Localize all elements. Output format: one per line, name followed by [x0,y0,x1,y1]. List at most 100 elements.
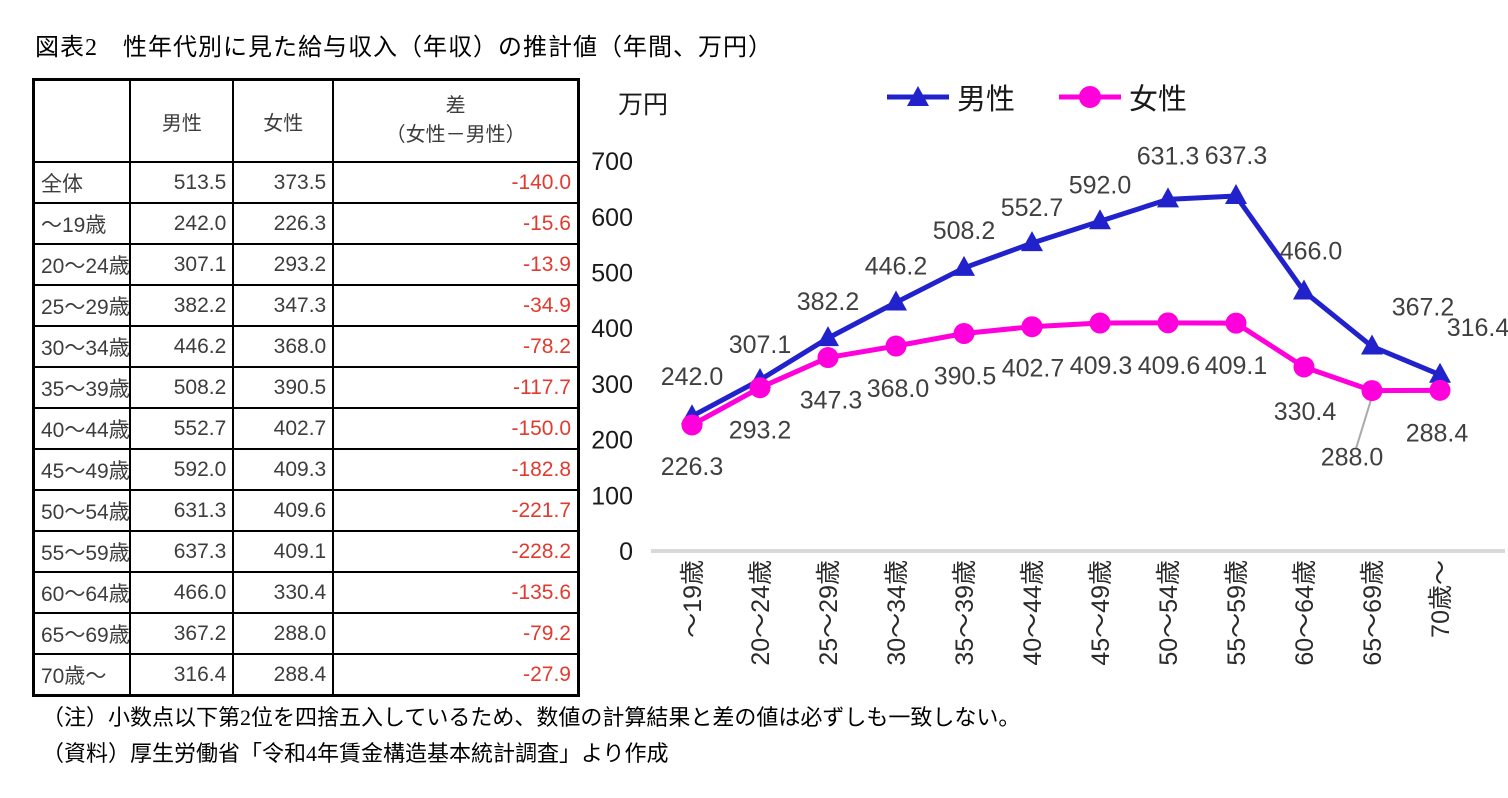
data-point-marker [1089,312,1111,334]
chart-plot: 万円 0 100 200 300 400 500 600 700 ～19歳 20～24歳 25～29歳… [591,91,1508,666]
row-label: 全体 [32,161,132,204]
data-point-marker [1293,279,1315,300]
y-tick-label: 500 [591,260,633,288]
x-category-label: ～19歳 [679,560,707,638]
data-point-label: 409.3 [1070,352,1133,380]
y-tick-label: 0 [619,538,633,566]
diff-value: -79.2 [332,612,580,655]
row-label: 30～34歳 [32,325,132,368]
male-value: 508.2 [129,366,235,409]
female-value: 288.0 [232,612,335,655]
table-row: 20～24歳 307.1 293.2 -13.9 [32,243,580,286]
row-label: 55～59歳 [32,530,132,573]
row-label: 60～64歳 [32,571,132,614]
y-tick-label: 200 [591,427,633,455]
data-point-marker [1429,362,1451,383]
col-header-corner [32,78,132,163]
x-category-label: 25～29歳 [815,560,843,666]
data-point-marker [817,326,839,347]
male-value: 242.0 [129,202,235,245]
female-value: 368.0 [232,325,335,368]
female-value: 293.2 [232,243,335,286]
diff-value: -117.7 [332,366,580,409]
row-label: ～19歳 [32,202,132,245]
female-value: 373.5 [232,161,335,204]
data-point-marker [1021,316,1043,338]
table-row: 25～29歳 382.2 347.3 -34.9 [32,284,580,327]
row-label: 70歳～ [32,653,132,697]
col-header-male: 男性 [129,78,235,163]
table-row: 65～69歳 367.2 288.0 -79.2 [32,612,580,655]
legend-female-marker [1059,86,1122,108]
table-row: 70歳～ 316.4 288.4 -27.9 [32,653,580,697]
legend-item-female: 女性 [1057,76,1187,118]
data-point-marker [1089,209,1111,230]
male-value: 307.1 [129,243,235,286]
data-point-label: 316.4 [1447,314,1508,342]
female-value: 330.4 [232,571,335,614]
male-value: 592.0 [129,448,235,491]
x-category-label: 50～54歳 [1155,560,1183,666]
col-header-diff-sub: （女性－男性） [385,124,526,146]
row-label: 20～24歳 [32,243,132,286]
female-value: 390.5 [232,366,335,409]
row-label: 35～39歳 [32,366,132,409]
data-point-marker [1021,231,1043,252]
col-header-female: 女性 [232,78,335,163]
male-value: 631.3 [129,489,235,532]
note-line-1: （注）小数点以下第2位を四捨五入しているため、数値の計算結果と差の値は必ずしも一… [42,705,1021,730]
diff-value: -150.0 [332,407,580,450]
y-tick-label: 400 [591,315,633,343]
x-category-label: 65～69歳 [1359,560,1387,666]
row-label: 40～44歳 [32,407,132,450]
data-point-marker [749,377,771,399]
data-point-marker [817,347,839,369]
data-point-label: 446.2 [865,252,928,280]
legend-female-label: 女性 [1129,84,1188,116]
data-point-marker [953,255,975,276]
female-value: 409.6 [232,489,335,532]
salary-table: 男性 女性 差 （女性－男性） 全体 513.5 373.5 -140.0 ～19歳 24… [32,78,580,697]
data-point-label: 592.0 [1069,171,1132,199]
table-row: 50～54歳 631.3 409.6 -221.7 [32,489,580,532]
x-category-label: 60～64歳 [1291,560,1319,666]
row-label: 25～29歳 [32,284,132,327]
data-point-marker [1157,312,1179,334]
data-point-marker [953,322,975,344]
male-value: 552.7 [129,407,235,450]
male-value: 367.2 [129,612,235,655]
legend-item-male: 男性 [885,76,1015,118]
table-row: 55～59歳 637.3 409.1 -228.2 [32,530,580,573]
y-tick-label: 600 [591,204,633,232]
data-point-label: 293.2 [729,417,792,445]
y-tick-label: 700 [591,148,633,176]
note-line-2: （資料）厚生労働省「令和4年賃金構造基本統計調査」より作成 [42,740,669,766]
data-point-marker [1225,312,1247,334]
female-value: 409.3 [232,448,335,491]
legend-male-label: 男性 [957,84,1016,116]
data-point-marker [885,335,907,357]
table-row: 全体 513.5 373.5 -140.0 [32,161,580,204]
data-point-marker [1225,184,1247,205]
male-value: 466.0 [129,571,235,614]
data-point-label: 409.1 [1205,352,1268,380]
legend-male-marker [887,86,949,106]
data-point-label: 288.4 [1406,419,1469,447]
table-row: 45～49歳 592.0 409.3 -182.8 [32,448,580,491]
diff-value: -34.9 [332,284,580,327]
y-tick-label: 100 [591,482,633,510]
data-point-label: 631.3 [1137,142,1200,170]
x-category-label: 30～34歳 [883,560,911,666]
data-point-marker [1361,334,1383,355]
x-category-label: 70歳～ [1427,560,1455,638]
data-point-label: 368.0 [867,375,930,403]
data-point-label: 402.7 [1002,355,1065,383]
table-row: 30～34歳 446.2 368.0 -78.2 [32,325,580,368]
data-point-label: 242.0 [661,363,724,391]
diff-value: -15.6 [332,202,580,245]
series-male: 242.0307.1382.2446.2508.2552.7592.0631.3… [661,142,1508,425]
table-row: 40～44歳 552.7 402.7 -150.0 [32,407,580,450]
figure-title: 図表2 性年代別に見た給与収入（年収）の推計値（年間、万円） [35,35,773,61]
data-point-label: 226.3 [661,453,724,481]
